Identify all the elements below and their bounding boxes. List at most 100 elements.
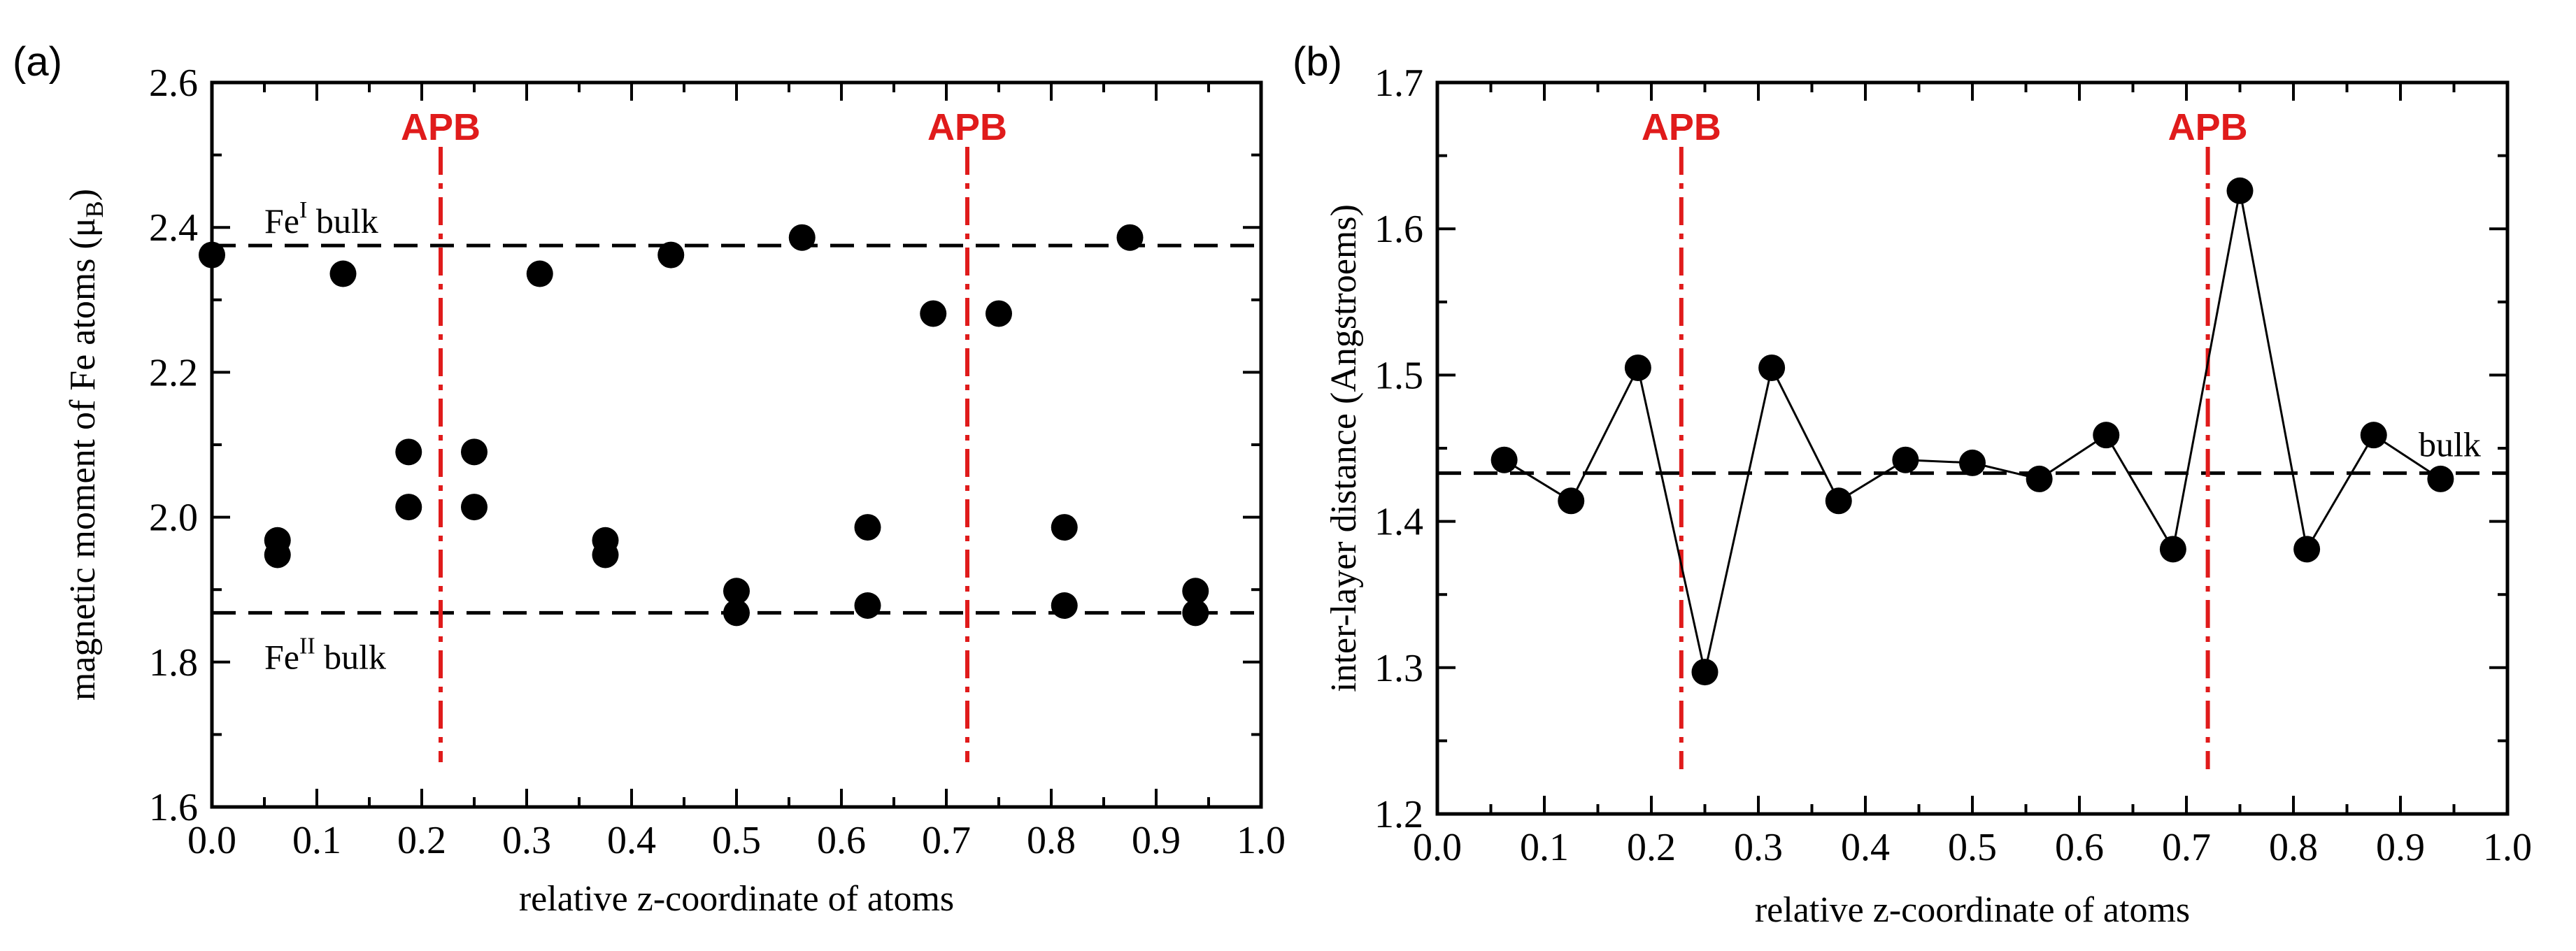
apb-label: APB: [927, 106, 1007, 148]
panel-b-tick-labels: 0.0 0.1 0.2 0.3 0.4 0.5 0.6 0.7 0.8 0.9 1.0 1.2 1.3 1…: [1374, 62, 2532, 869]
data-point: [788, 224, 816, 251]
x-tick-label: 0.2: [397, 819, 446, 862]
data-point: [395, 438, 422, 466]
y-tick-label: 1.8: [149, 641, 198, 685]
panel-a-tick-labels: 0.0 0.1 0.2 0.3 0.4 0.5 0.6 0.7 0.8 0.9 1.0 1.6 1.8 2…: [149, 62, 1286, 862]
bulk-reference-label: FeII bulk: [264, 633, 386, 676]
x-tick-label: 0.5: [1948, 826, 1997, 869]
panel-a-ticks: [211, 81, 1262, 808]
data-point: [2159, 536, 2186, 563]
data-point: [199, 241, 225, 269]
x-tick-label: 0.0: [1413, 826, 1462, 869]
data-point: [723, 599, 750, 627]
data-point: [1758, 354, 1786, 381]
data-point: [2093, 422, 2120, 449]
x-tick-label: 0.1: [1520, 826, 1569, 869]
x-tick-label: 0.8: [1027, 819, 1076, 862]
y-tick-label: 1.6: [1374, 208, 1423, 251]
y-tick-label: 1.7: [1374, 62, 1423, 105]
panel-b-apb-lines: APB APB: [1642, 106, 2248, 769]
y-tick-label: 1.3: [1374, 647, 1423, 690]
panel-a-label: (a): [13, 39, 62, 85]
panel-a-apb-lines: APB APB: [401, 106, 1007, 762]
x-tick-label: 0.4: [1841, 826, 1890, 869]
x-tick-label: 0.0: [187, 819, 236, 862]
x-tick-label: 0.7: [2162, 826, 2211, 869]
bulk-reference-label: FeI bulk: [264, 197, 378, 241]
x-tick-label: 0.6: [817, 819, 866, 862]
x-tick-label: 0.2: [1627, 826, 1676, 869]
x-tick-label: 1.0: [2483, 826, 2532, 869]
data-point: [395, 494, 422, 521]
x-tick-label: 0.9: [2376, 826, 2425, 869]
y-tick-label: 1.2: [1374, 793, 1423, 836]
series-polyline: [1503, 190, 2442, 673]
panel-b-label: (b): [1293, 39, 1342, 85]
y-tick-label: 2.4: [149, 206, 198, 250]
x-tick-label: 1.0: [1237, 819, 1286, 862]
data-point: [723, 578, 750, 605]
panel-a-points: [199, 224, 1209, 627]
apb-label: APB: [2168, 106, 2248, 148]
y-tick-label: 1.5: [1374, 354, 1423, 397]
panel-a-y-axis-label-end: ): [63, 189, 103, 201]
data-point: [1116, 224, 1144, 251]
data-point: [2427, 465, 2454, 492]
data-point: [985, 300, 1012, 327]
panel-b-ticks: [1436, 81, 2509, 815]
data-point: [854, 592, 881, 619]
panel-b-y-axis-label: inter-layer distance (Angstroems): [1324, 204, 1364, 692]
apb-label: APB: [401, 106, 481, 148]
data-point: [2026, 465, 2053, 492]
x-tick-label: 0.3: [1734, 826, 1783, 869]
data-point: [1624, 354, 1651, 381]
data-point: [920, 300, 947, 327]
data-point: [1558, 487, 1585, 515]
panel-b-series-line: [1503, 190, 2442, 673]
data-point: [329, 260, 357, 287]
x-tick-label: 0.3: [502, 819, 551, 862]
x-tick-label: 0.5: [712, 819, 761, 862]
data-point: [264, 541, 291, 569]
data-point: [2293, 536, 2321, 563]
data-point: [526, 260, 553, 287]
data-point: [2226, 177, 2254, 204]
data-point: [1691, 659, 1718, 686]
bulk-reference-label: bulk: [2419, 425, 2481, 464]
x-tick-label: 0.6: [2055, 826, 2104, 869]
x-tick-label: 0.9: [1132, 819, 1181, 862]
y-tick-label: 2.0: [149, 496, 198, 540]
data-point: [854, 514, 881, 541]
panel-b-points: [1490, 177, 2454, 686]
y-tick-label: 2.6: [149, 62, 198, 105]
panel-a-y-axis-label-main: magnetic moment of Fe atoms (μ: [63, 217, 103, 701]
data-point: [2360, 422, 2387, 449]
panel-b-chart: (b) bulk APB APB 0.0 0.1 0.2 0.3 0.4 0.5 0.6 0.7…: [1293, 39, 2532, 930]
x-tick-label: 0.7: [922, 819, 971, 862]
data-point: [657, 241, 685, 269]
x-tick-label: 0.4: [607, 819, 656, 862]
y-tick-label: 2.2: [149, 351, 198, 394]
panel-a-y-axis-label: magnetic moment of Fe atoms (μB): [63, 189, 108, 701]
panel-a-plot-frame: [210, 80, 1263, 809]
data-point: [1182, 578, 1209, 605]
data-point: [1959, 449, 1986, 476]
panel-a-y-axis-label-sub: B: [80, 201, 108, 217]
x-tick-label: 0.1: [292, 819, 341, 862]
x-tick-label: 0.8: [2269, 826, 2318, 869]
panel-b-reference-lines: bulk: [1437, 425, 2507, 476]
data-point: [461, 438, 488, 466]
data-point: [1490, 446, 1518, 473]
data-point: [1825, 487, 1852, 515]
data-point: [1182, 599, 1209, 627]
panel-b-x-axis-label: relative z-coordinate of atoms: [1755, 890, 2190, 930]
y-tick-label: 1.4: [1374, 501, 1423, 544]
panel-a-x-axis-label: relative z-coordinate of atoms: [519, 879, 954, 919]
apb-label: APB: [1642, 106, 1721, 148]
y-tick-label: 1.6: [149, 786, 198, 829]
data-point: [1892, 446, 1919, 473]
data-point: [1051, 592, 1078, 619]
data-point: [592, 541, 619, 569]
